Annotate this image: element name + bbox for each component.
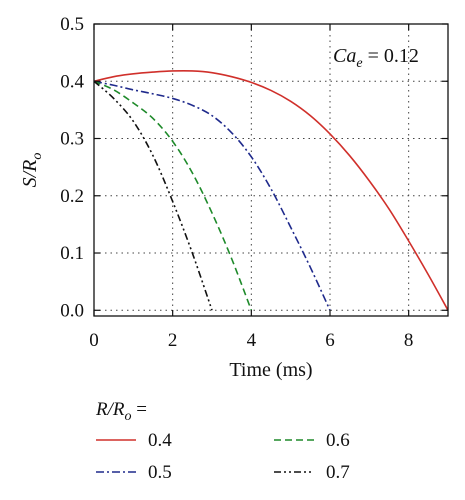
x-tick-label: 8	[404, 330, 414, 351]
legend-title-sub: o	[125, 409, 132, 424]
annotation-rest: = 0.12	[363, 45, 419, 67]
legend: 0.4 0.5 0.6 0.7	[96, 430, 350, 483]
legend-label-0-6: 0.6	[326, 430, 350, 451]
grid-layer	[94, 24, 448, 316]
series-line-0-7	[93, 80, 213, 311]
legend-title: R/Ro =	[95, 399, 147, 424]
legend-label-0-4: 0.4	[148, 430, 172, 451]
y-axis-title-main: S/R	[19, 160, 41, 188]
x-axis-title: Time (ms)	[229, 359, 312, 381]
annotation-sub: e	[356, 56, 362, 71]
ticks-layer: 0 2 4 6 8 0.0 0.1 0.2 0.3 0.4 0.5	[60, 14, 448, 351]
legend-label-0-5: 0.5	[148, 462, 172, 483]
y-axis-title: S/Ro	[19, 153, 45, 188]
y-tick-label: 0.0	[60, 300, 84, 321]
legend-label-0-7: 0.7	[326, 462, 350, 483]
y-tick-label: 0.2	[60, 186, 84, 207]
x-tick-label: 6	[325, 330, 335, 351]
series-line-0-4	[93, 69, 449, 311]
y-axis-title-sub: o	[30, 153, 45, 160]
plot-frame	[93, 23, 449, 317]
y-tick-label: 0.3	[60, 129, 84, 150]
series-line-0-5	[93, 80, 331, 311]
legend-title-main: R/R	[95, 399, 125, 420]
legend-title-rest: =	[132, 399, 147, 420]
y-tick-label: 0.1	[60, 243, 84, 264]
ca-annotation: Cae = 0.12	[333, 45, 419, 71]
y-tick-label: 0.4	[60, 71, 84, 92]
x-tick-label: 0	[89, 330, 99, 351]
x-tick-label: 4	[247, 330, 257, 351]
y-tick-label: 0.5	[60, 14, 84, 35]
series-line-0-6	[93, 80, 253, 311]
series-layer	[93, 69, 449, 311]
x-tick-label: 2	[168, 330, 178, 351]
annotation-main: Ca	[333, 45, 356, 67]
